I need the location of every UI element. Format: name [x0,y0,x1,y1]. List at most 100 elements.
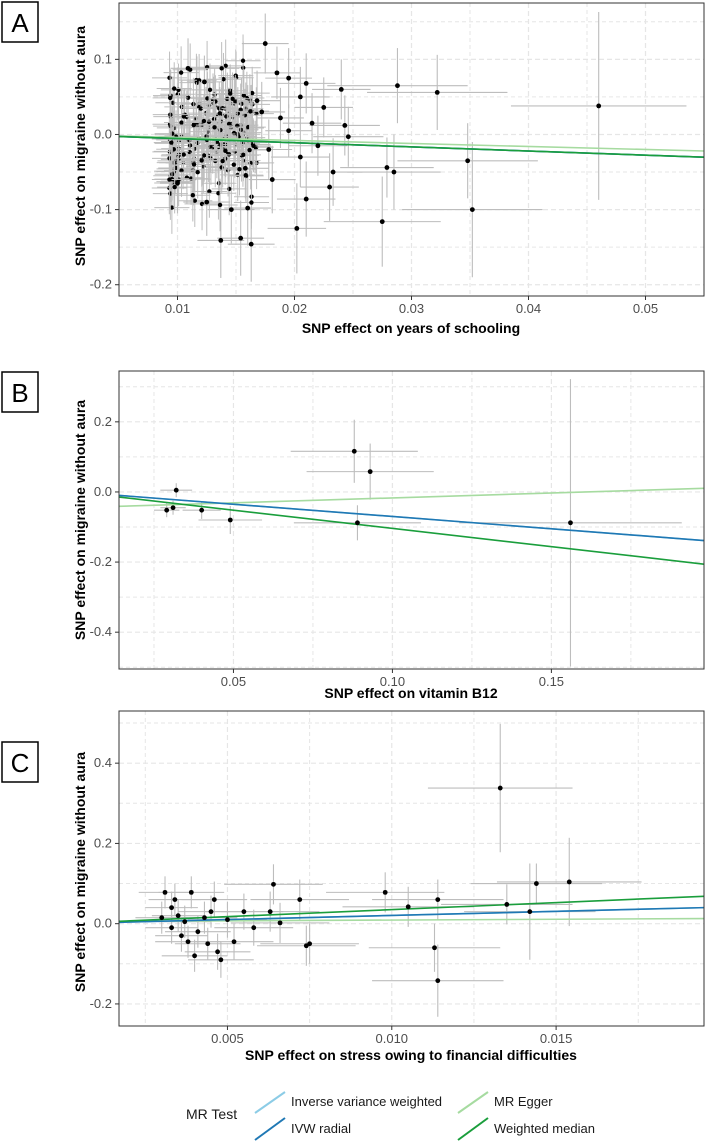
data-point [223,148,228,154]
data-point [566,879,572,885]
data-point [274,70,280,76]
data-point [251,143,256,149]
data-point [192,198,197,203]
plot-content [119,379,704,667]
data-point [207,189,212,194]
panel-c: C 0.005 0.010 0.015 -0.2 0.0 0.2 0.4 SNP effec… [1,710,705,1063]
legend-label-ivw: Inverse variance weighted [291,1094,442,1109]
y-tick-label: 0.2 [94,414,112,429]
data-point [434,90,440,95]
data-point [391,169,397,175]
data-point [338,86,344,92]
data-point [367,469,373,475]
data-point [297,154,303,160]
data-point [241,93,247,98]
data-point [351,448,357,454]
x-tick-label: 0.03 [399,301,424,316]
data-point [262,41,268,46]
data-point [202,153,207,158]
y-tick-label: 0.0 [94,484,112,499]
regression-line-ivw-radial [119,906,704,924]
data-point [190,192,196,198]
data-point [162,889,168,895]
data-point [173,487,179,493]
data-point [327,184,332,190]
data-point [227,91,233,96]
data-point [202,915,207,921]
data-point [227,517,233,523]
data-point [596,103,602,109]
data-point [309,120,315,126]
data-point [395,83,400,89]
plot-content [119,723,704,1017]
data-point [226,121,232,127]
x-tick-label: 0.010 [376,1031,409,1046]
regression-line-ivw-radial [119,494,704,542]
data-point [172,184,177,190]
data-point [225,917,230,923]
data-point [185,95,191,100]
data-point [224,114,229,119]
data-point [297,897,303,902]
legend-label-mr-egger: MR Egger [494,1094,553,1109]
data-point [217,111,222,116]
data-point [504,902,510,907]
legend-swatch-ivw-radial [254,1117,286,1141]
data-point [237,166,242,172]
data-point [185,939,191,945]
data-point [286,128,292,134]
data-point [181,152,186,157]
legend-item-ivw: Inverse variance weighted [254,1091,442,1114]
data-point [167,75,172,81]
data-point [266,147,272,152]
data-point [214,139,220,145]
data-point [568,520,573,526]
legend-swatch-ivw [254,1091,286,1114]
panel-label-box-a [1,1,39,43]
x-tick-label: 0.005 [211,1031,244,1046]
data-point [342,123,348,128]
y-tick-label: -0.1 [90,202,112,217]
legend-title: MR Test [186,1106,237,1122]
data-point [208,909,214,915]
data-point [218,957,224,963]
data-point [241,909,247,915]
data-point [217,202,223,208]
data-point [167,95,173,101]
plot-border [118,370,705,670]
data-point [182,919,188,925]
data-point [179,120,184,125]
data-point [248,109,253,114]
y-axis-title-a: SNP effect on migraine without aura [72,26,88,266]
data-point [175,180,180,186]
plot-content [119,12,704,282]
data-point [271,881,276,887]
data-point [212,125,217,130]
data-point [202,79,207,85]
data-point [216,191,221,196]
x-tick-label: 0.05 [633,301,658,316]
legend-swatch-weighted-median [457,1117,489,1141]
legend-label-weighted-median: Weighted median [494,1121,595,1136]
data-point [199,507,205,513]
data-point [405,904,411,910]
data-point [382,889,388,895]
data-point [435,897,441,902]
regression-line-weighted-median [119,496,704,565]
regression-line-mr-egger [119,135,704,152]
y-tick-label: 0.2 [94,835,112,850]
data-point [533,881,539,886]
plot-area-c: 0.005 0.010 0.015 -0.2 0.0 0.2 0.4 [90,710,705,1046]
data-point [228,207,234,213]
data-point [221,77,226,82]
data-point [240,58,246,63]
legend-item-ivw-radial: IVW radial [254,1117,351,1141]
panel-label-c: C [11,748,30,778]
y-tick-label: 0.0 [94,126,112,141]
data-point [330,169,336,175]
data-point [294,225,300,231]
data-point [248,241,254,247]
regression-line-mr-egger [119,917,704,923]
data-point [169,905,174,911]
data-point [191,122,196,128]
